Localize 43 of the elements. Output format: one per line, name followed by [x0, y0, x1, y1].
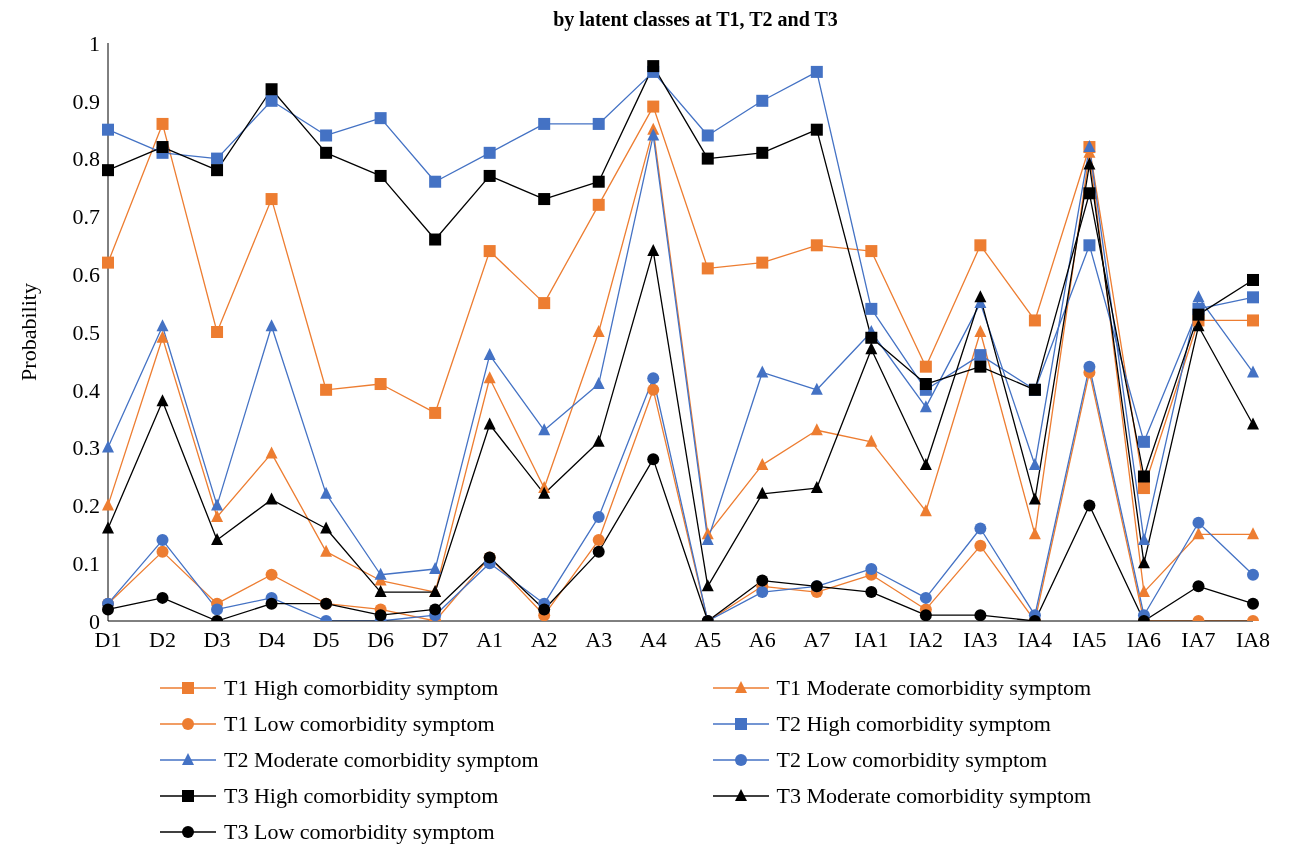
y-tick-label: 0.6 [72, 262, 100, 288]
y-tick-label: 0.8 [72, 146, 100, 172]
x-tick-label: D3 [203, 626, 231, 652]
x-tick-label: IA1 [854, 626, 889, 652]
y-tick-label: 0.3 [72, 435, 100, 461]
legend-label: T3 High comorbidity symptom [224, 783, 499, 809]
x-tick-label: A6 [748, 626, 776, 652]
y-tick-label: 0.4 [72, 377, 100, 403]
x-tick-label: A2 [530, 626, 558, 652]
legend-label: T3 Moderate comorbidity symptom [776, 783, 1092, 809]
y-tick-label: 0.1 [72, 551, 100, 577]
y-tick-label: 1 [89, 30, 100, 56]
legend-label: T2 Low comorbidity symptom [776, 747, 1048, 773]
y-axis-title: Probability [15, 283, 41, 381]
legend-label: T3 Low comorbidity symptom [224, 819, 495, 845]
chart-title: by latent classes at T1, T2 and T3 [552, 8, 839, 31]
x-tick-label: IA2 [908, 626, 943, 652]
x-tick-label: IA5 [1072, 626, 1107, 652]
x-tick-label: D7 [421, 626, 449, 652]
x-tick-label: IA7 [1181, 626, 1216, 652]
x-tick-label: A5 [694, 626, 722, 652]
x-tick-label: A3 [585, 626, 613, 652]
x-tick-label: IA4 [1017, 626, 1053, 652]
x-tick-label: D2 [149, 626, 176, 652]
legend-label: T2 Moderate comorbidity symptom [224, 747, 539, 773]
x-tick-label: IA3 [963, 626, 998, 652]
y-tick-label: 0.2 [72, 493, 100, 519]
x-tick-label: A4 [639, 626, 667, 652]
y-tick-label: 0.5 [72, 319, 100, 345]
x-tick-label: IA8 [1235, 626, 1271, 652]
x-tick-label: D5 [312, 626, 340, 652]
y-tick-label: 0.7 [72, 204, 100, 230]
legend-label: T2 High comorbidity symptom [776, 711, 1051, 737]
x-tick-label: D6 [367, 626, 395, 652]
legend-label: T1 Moderate comorbidity symptom [776, 675, 1092, 701]
legend-label: T1 High comorbidity symptom [224, 675, 499, 701]
x-tick-label: IA6 [1126, 626, 1162, 652]
x-tick-label: A1 [476, 626, 504, 652]
x-tick-label: D4 [258, 626, 286, 652]
y-tick-label: 0 [89, 608, 100, 634]
legend-label: T1 Low comorbidity symptom [224, 711, 495, 737]
y-tick-label: 0.9 [72, 88, 100, 114]
x-tick-label: A7 [803, 626, 831, 652]
